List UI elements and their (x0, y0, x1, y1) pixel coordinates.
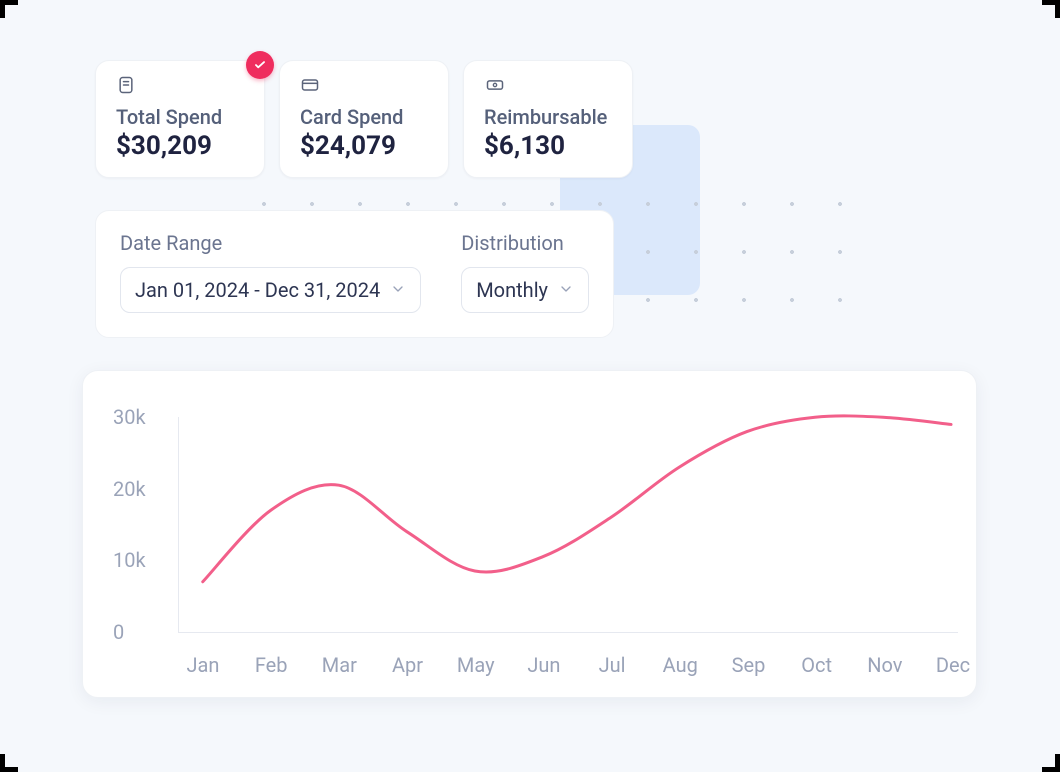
chart-svg (103, 397, 956, 677)
check-badge (246, 51, 274, 79)
stat-value: $24,079 (300, 131, 428, 161)
date-range-label: Date Range (120, 231, 421, 255)
stat-card-total[interactable]: Total Spend $30,209 (95, 60, 265, 178)
stat-value: $30,209 (116, 131, 244, 161)
distribution-label: Distribution (461, 231, 589, 255)
filters-panel: Date Range Jan 01, 2024 - Dec 31, 2024 D… (95, 210, 614, 338)
chevron-down-icon (390, 278, 406, 302)
check-icon (253, 58, 267, 72)
corner-marker (1042, 754, 1060, 772)
distribution-select[interactable]: Monthly (461, 267, 589, 313)
date-range-value: Jan 01, 2024 - Dec 31, 2024 (135, 278, 380, 302)
receipt-icon (116, 75, 244, 99)
stat-label: Reimbursable (484, 105, 612, 129)
corner-marker (0, 754, 18, 772)
stat-label: Card Spend (300, 105, 428, 129)
spend-chart-card: 010k20k30kJanFebMarAprMayJunJulAugSepOct… (82, 370, 977, 698)
stat-value: $6,130 (484, 131, 612, 161)
stat-label: Total Spend (116, 105, 244, 129)
distribution-group: Distribution Monthly (461, 231, 589, 313)
card-icon (300, 75, 428, 99)
distribution-value: Monthly (476, 278, 548, 302)
chevron-down-icon (558, 278, 574, 302)
stat-card-reimb[interactable]: Reimbursable $6,130 (463, 60, 633, 178)
stat-card-card[interactable]: Card Spend $24,079 (279, 60, 449, 178)
corner-marker (1042, 0, 1060, 18)
spend-chart: 010k20k30kJanFebMarAprMayJunJulAugSepOct… (103, 397, 956, 677)
date-range-select[interactable]: Jan 01, 2024 - Dec 31, 2024 (120, 267, 421, 313)
corner-marker (0, 0, 18, 18)
date-range-group: Date Range Jan 01, 2024 - Dec 31, 2024 (120, 231, 421, 313)
chart-line (203, 416, 951, 582)
cash-icon (484, 75, 612, 99)
stat-cards-row: Total Spend $30,209 Card Spend $24,079 R… (95, 60, 633, 178)
